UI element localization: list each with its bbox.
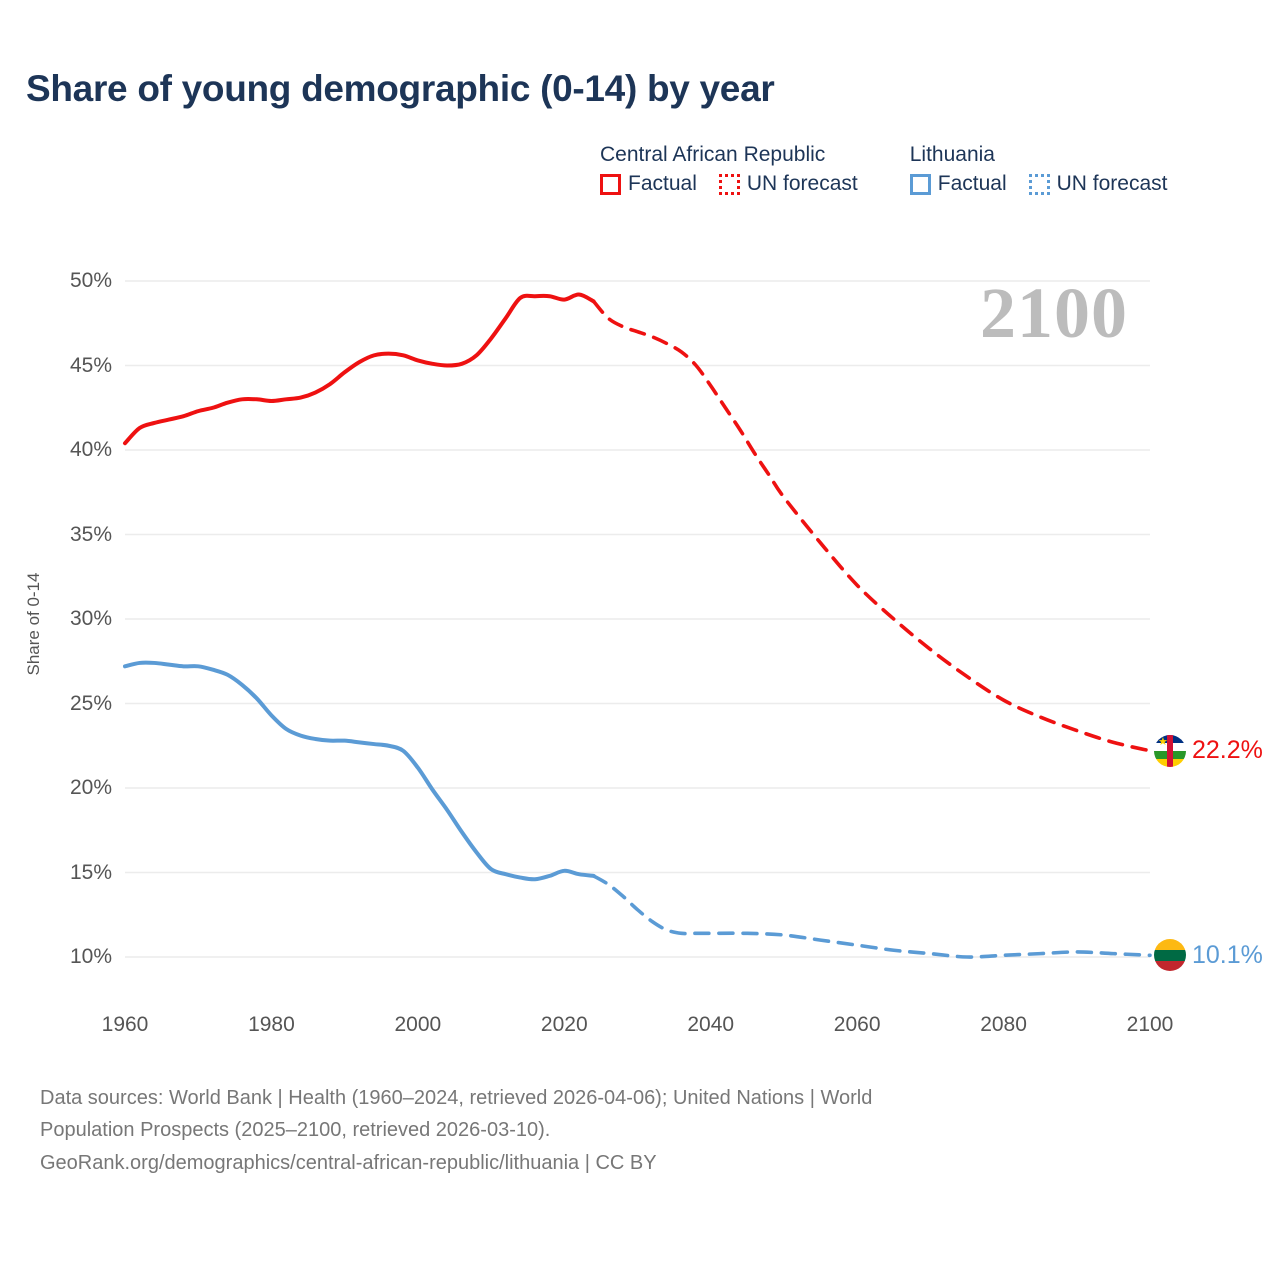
legend-items: Factual UN forecast xyxy=(909,172,1168,196)
y-axis-tick-label: 20% xyxy=(69,776,112,799)
legend-swatch-solid-icon xyxy=(909,173,931,195)
legend-country-label: Central African Republic xyxy=(600,143,826,166)
end-marker-lithuania: 10.1% xyxy=(1154,939,1263,972)
series-line xyxy=(591,874,1152,959)
x-axis-tick-label: 2040 xyxy=(687,1013,735,1036)
x-axis-tick-label: 2020 xyxy=(540,1013,588,1036)
x-axis-tick-label: 2100 xyxy=(1126,1013,1174,1036)
y-axis-tick-label: 30% xyxy=(69,607,112,630)
car-flag-icon: ★ xyxy=(1154,734,1186,767)
x-axis-tick-label: 1980 xyxy=(248,1013,295,1036)
legend-item-car-factual[interactable]: Factual xyxy=(600,172,697,196)
y-axis-tick-label: 35% xyxy=(69,522,112,546)
legend-item-lithuania-forecast[interactable]: UN forecast xyxy=(1028,172,1168,196)
gridlines xyxy=(125,280,1150,958)
x-axis-tick-label: 2080 xyxy=(980,1013,1027,1036)
legend-group-lithuania: Lithuania Factual UN forecast xyxy=(909,143,1168,196)
y-axis-tick-label: 15% xyxy=(69,860,112,884)
legend-group-car: Central African Republic Factual UN fore… xyxy=(600,143,858,196)
series-line xyxy=(123,660,596,882)
x-axis-tick-label: 1960 xyxy=(101,1013,149,1036)
series-lines xyxy=(123,292,1152,959)
footer-line-3: GeoRank.org/demographics/central-african… xyxy=(40,1151,657,1174)
series-line xyxy=(123,292,596,446)
y-axis-tick-label: 10% xyxy=(69,945,112,968)
legend-items: Factual UN forecast xyxy=(600,172,858,196)
legend-swatch-dotted-icon xyxy=(718,173,740,195)
y-axis-tick-label: 25% xyxy=(69,691,112,715)
watermark-year: 2100 xyxy=(980,273,1128,353)
x-axis-tick-label: 2060 xyxy=(833,1013,881,1036)
footer-sources: Data sources: World Bank | Health (1960–… xyxy=(40,1082,1240,1179)
legend-country-label: Lithuania xyxy=(909,143,995,166)
legend-item-label: Factual xyxy=(628,172,697,196)
legend-item-lithuania-factual[interactable]: Factual xyxy=(909,172,1007,196)
page-title: Share of young demographic (0-14) by yea… xyxy=(26,68,775,109)
legend-item-label: UN forecast xyxy=(746,172,858,196)
y-axis-tick-label: 45% xyxy=(69,353,112,377)
y-axis-tick-label: 50% xyxy=(69,269,112,292)
legend-item-car-forecast[interactable]: UN forecast xyxy=(718,172,858,196)
legend-item-label: Factual xyxy=(937,172,1007,196)
x-axis-tick-label: 2000 xyxy=(394,1013,442,1036)
y-axis-tick-label: 40% xyxy=(69,438,112,461)
footer-line-1: Data sources: World Bank | Health (1960–… xyxy=(40,1087,873,1109)
end-marker-central-african-republic: ★ 22.2% xyxy=(1154,734,1263,767)
legend-item-label: UN forecast xyxy=(1056,172,1168,196)
footer-line-2: Population Prospects (2025–2100, retriev… xyxy=(40,1119,551,1142)
lithuania-flag-icon xyxy=(1154,939,1186,972)
end-value-label: 10.1% xyxy=(1192,940,1263,969)
legend-swatch-dotted-icon xyxy=(1028,173,1050,195)
legend-swatch-solid-icon xyxy=(600,173,621,195)
chart-legend: Central African Republic Factual UN fore… xyxy=(600,143,1168,196)
series-line xyxy=(591,299,1152,753)
end-value-label: 22.2% xyxy=(1192,736,1263,765)
